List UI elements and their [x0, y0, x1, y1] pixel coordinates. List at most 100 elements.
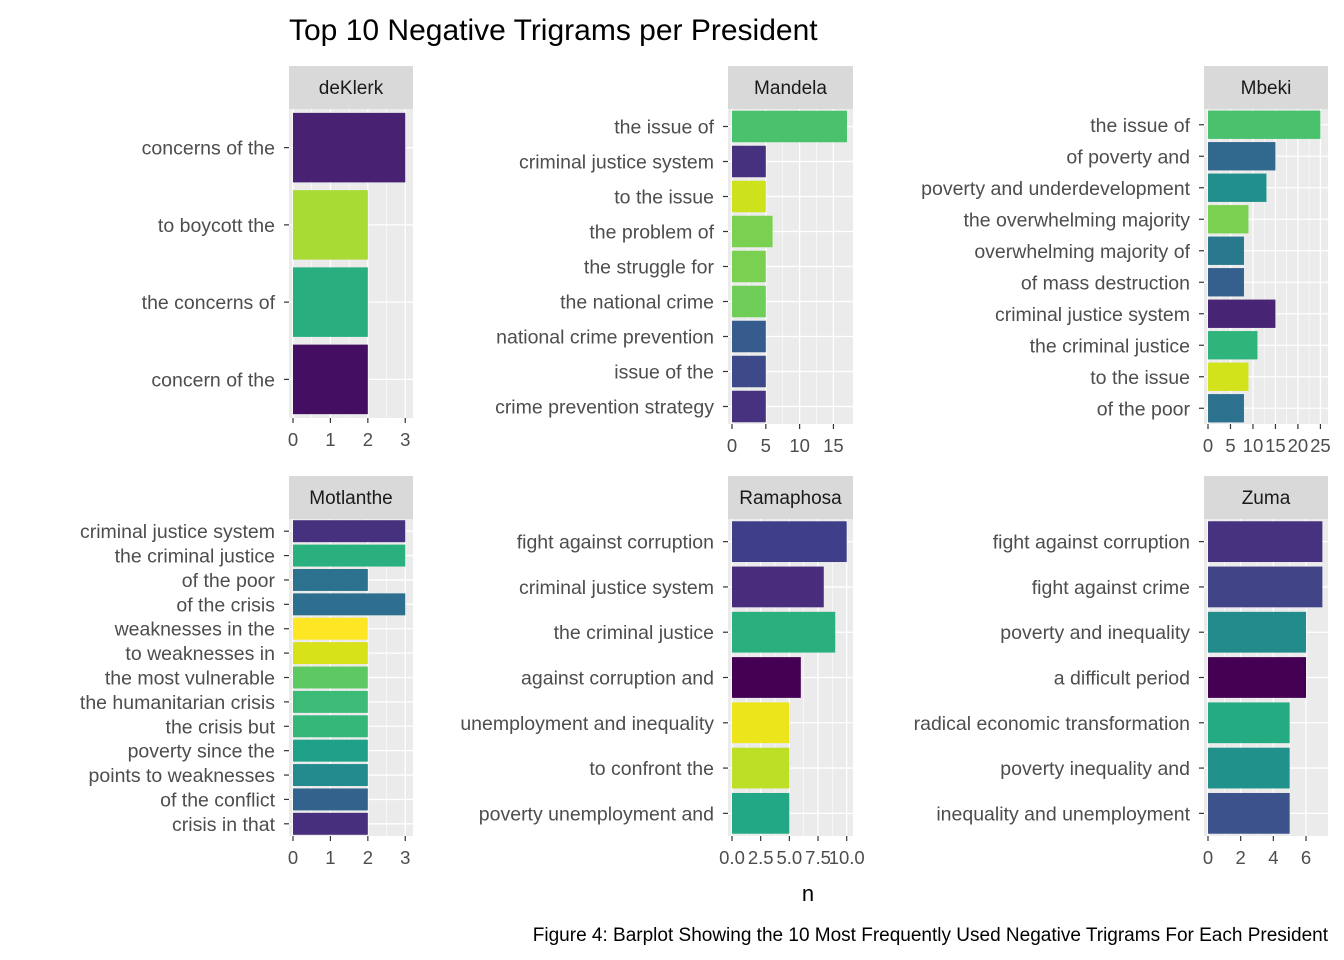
bar — [1208, 611, 1307, 653]
x-tick-label: 10.0 — [829, 847, 865, 868]
bar — [732, 355, 766, 388]
category-label: poverty and underdevelopment — [921, 178, 1190, 200]
bar — [293, 690, 368, 713]
category-label: points to weaknesses — [89, 765, 276, 787]
bar — [293, 739, 368, 762]
category-label: the most vulnerable — [105, 668, 275, 690]
x-tick-label: 2 — [1236, 847, 1246, 868]
figure-caption: Figure 4: Barplot Showing the 10 Most Fr… — [533, 925, 1329, 946]
bar — [732, 566, 824, 608]
panel-ramaphosa: Ramaphosa fight against corruption crimina… — [460, 476, 865, 868]
bar — [732, 702, 790, 744]
bar — [732, 180, 766, 213]
bar — [732, 747, 790, 789]
category-label: of the crisis — [176, 594, 275, 616]
category-label: the criminal justice — [554, 622, 714, 644]
strip-background — [728, 476, 853, 519]
x-tick-label: 1 — [325, 429, 335, 450]
panels-layer: deKlerk concerns of the to boycott the the … — [80, 66, 1331, 868]
bar — [732, 285, 766, 318]
x-tick-label: 10 — [789, 435, 810, 456]
x-tick-label: 15 — [823, 435, 844, 456]
bar — [293, 715, 368, 738]
category-label: issue of the — [614, 362, 714, 384]
category-label: fight against corruption — [517, 532, 714, 554]
category-label: the concerns of — [142, 292, 276, 314]
bar — [732, 521, 847, 563]
category-label: of the poor — [1097, 398, 1191, 420]
bar — [293, 544, 406, 567]
panel-motlanthe: Motlanthe criminal justice system the crim… — [80, 476, 413, 868]
category-label: the struggle for — [584, 257, 715, 279]
category-label: to confront the — [589, 758, 714, 780]
bar — [1208, 205, 1249, 234]
x-axis-title: n — [802, 881, 814, 906]
panel-mbeki: Mbeki the issue of of poverty and poverty a… — [921, 66, 1331, 456]
bar — [293, 520, 406, 543]
panel-mandela: Mandela the issue of criminal justice syst… — [495, 66, 853, 456]
x-tick-label: 4 — [1268, 847, 1278, 868]
bar — [1208, 142, 1276, 171]
strip-label: Mandela — [754, 78, 827, 99]
category-label: weaknesses in the — [114, 619, 275, 641]
category-label: concerns of the — [142, 138, 275, 160]
x-tick-label: 0.0 — [719, 847, 745, 868]
category-label: concern of the — [151, 369, 275, 391]
x-tick-label: 3 — [400, 847, 410, 868]
category-label: unemployment and inequality — [460, 713, 714, 735]
bar — [1208, 747, 1290, 789]
strip-label: deKlerk — [319, 78, 384, 99]
x-tick-label: 10 — [1243, 435, 1264, 456]
category-label: a difficult period — [1054, 668, 1190, 690]
x-tick-label: 5 — [761, 435, 771, 456]
chart-title: Top 10 Negative Trigrams per President — [289, 14, 818, 47]
bar — [732, 611, 836, 653]
category-label: criminal justice system — [80, 521, 275, 543]
category-label: the issue of — [614, 117, 714, 139]
x-tick-label: 5 — [1225, 435, 1235, 456]
bar — [293, 344, 368, 415]
x-tick-label: 20 — [1288, 435, 1309, 456]
x-tick-label: 0 — [1203, 847, 1213, 868]
x-tick-label: 2.5 — [748, 847, 774, 868]
category-label: fight against corruption — [993, 532, 1190, 554]
panel-zuma: Zuma fight against corruption fight agains… — [914, 476, 1328, 868]
category-label: to the issue — [1090, 367, 1190, 389]
category-label: to the issue — [614, 187, 714, 209]
bar — [1208, 173, 1267, 202]
category-label: criminal justice system — [519, 577, 714, 599]
bar — [1208, 110, 1321, 139]
bar — [293, 190, 368, 260]
category-label: against corruption and — [521, 668, 714, 690]
strip-label: Zuma — [1242, 488, 1291, 509]
bar — [293, 568, 368, 591]
bar — [732, 390, 766, 423]
panel-deklerk: deKlerk concerns of the to boycott the the … — [142, 66, 413, 450]
category-label: the crisis but — [166, 716, 276, 738]
bar — [732, 110, 847, 143]
bar — [732, 792, 790, 834]
category-label: criminal justice system — [995, 304, 1190, 326]
x-tick-label: 1 — [325, 847, 335, 868]
category-label: to boycott the — [158, 215, 275, 237]
bar — [732, 250, 766, 283]
bar — [293, 617, 368, 640]
bar — [293, 666, 368, 689]
category-label: crisis in that — [172, 814, 276, 836]
bar — [1208, 566, 1323, 608]
bar — [1208, 236, 1244, 265]
bar — [1208, 299, 1276, 328]
bar — [293, 642, 368, 665]
category-label: poverty since the — [128, 741, 275, 763]
category-label: of the conflict — [160, 789, 275, 811]
bar — [1208, 394, 1244, 423]
category-label: the humanitarian crisis — [80, 692, 275, 714]
x-tick-label: 3 — [400, 429, 410, 450]
bar — [1208, 521, 1323, 563]
category-label: fight against crime — [1032, 577, 1190, 599]
bar — [1208, 702, 1290, 744]
bar — [732, 320, 766, 353]
strip-background — [728, 66, 853, 109]
category-label: radical economic transformation — [914, 713, 1190, 735]
bar — [732, 145, 766, 178]
